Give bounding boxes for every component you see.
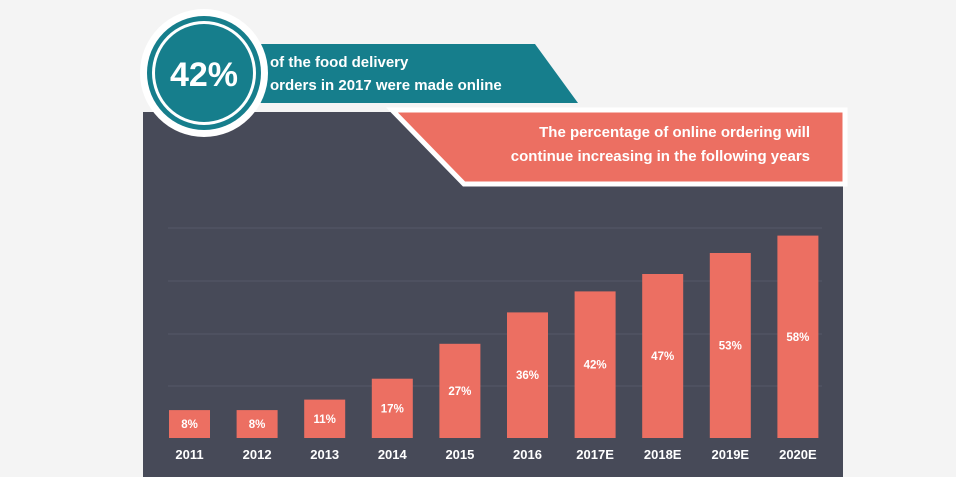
bar-value-labels: 8% 8% 11% 17% 27% 36% 42% 47% 53% 58% <box>181 332 809 431</box>
x-tick-label: 2014 <box>378 447 408 462</box>
bar-2014 <box>371 378 413 438</box>
x-tick-label: 2020E <box>779 447 817 462</box>
stat-value: 42% <box>170 56 238 94</box>
x-tick-label: 2011 <box>175 447 203 462</box>
bar-value-label: 47% <box>651 351 674 363</box>
x-tick-label: 2013 <box>310 447 339 462</box>
bar-2020e <box>777 235 819 438</box>
bar-value-label: 8% <box>249 419 266 431</box>
bar-value-label: 53% <box>719 341 742 353</box>
bar-value-label: 17% <box>381 403 404 415</box>
bar-2015 <box>439 343 481 438</box>
bar-value-label: 42% <box>584 360 607 372</box>
bar-2013 <box>304 399 346 438</box>
bar-2017e <box>574 291 616 438</box>
bars <box>169 235 819 438</box>
bar-2011 <box>169 410 210 438</box>
bar-value-label: 58% <box>786 332 809 344</box>
x-tick-label: 2015 <box>445 447 474 462</box>
callout-line-1: The percentage of online ordering will <box>539 124 810 141</box>
stat-banner <box>232 44 578 103</box>
bar-value-label: 27% <box>448 386 471 398</box>
bar-value-label: 8% <box>181 419 198 431</box>
bar-value-label: 36% <box>516 370 539 382</box>
x-tick-label: 2019E <box>712 447 750 462</box>
x-tick-label: 2018E <box>644 447 682 462</box>
stat-line-1: of the food delivery <box>270 54 409 71</box>
bar-2019e <box>709 253 751 438</box>
stat-circle-inner <box>155 24 253 122</box>
callout-line-2: continue increasing in the following yea… <box>511 148 810 165</box>
bar-2012 <box>236 410 278 438</box>
stat-line-2: orders in 2017 were made online <box>270 77 502 94</box>
bar-value-label: 11% <box>314 414 336 426</box>
x-tick-label: 2017E <box>576 447 614 462</box>
callout-banner <box>386 107 848 187</box>
x-tick-label: 2012 <box>243 447 272 462</box>
x-tick-labels: 2011 2012 2013 2014 2015 2016 2017E 2018E 2019E 2… <box>175 447 817 462</box>
x-tick-label: 2016 <box>513 447 542 462</box>
bar-2018e <box>642 274 684 438</box>
bar-2016 <box>507 312 548 438</box>
